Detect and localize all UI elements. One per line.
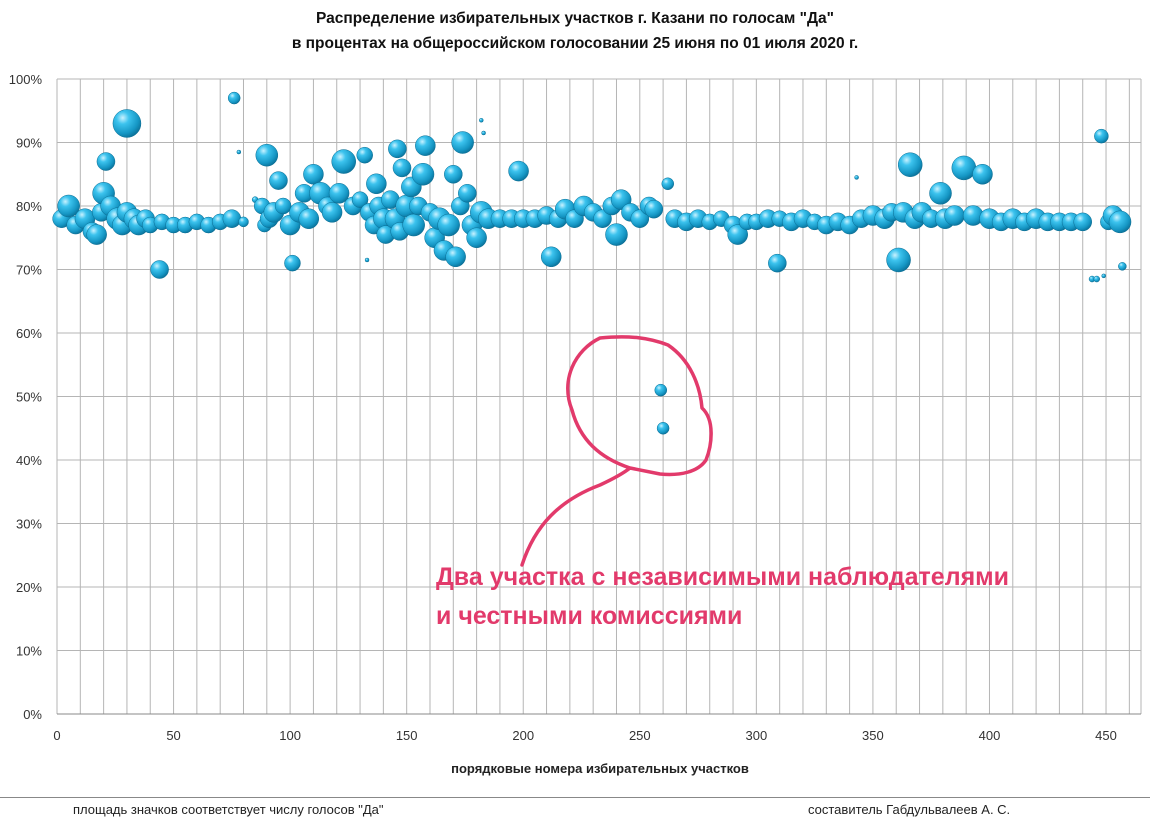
bubble-point [1101,273,1106,279]
footer-note: площадь значков соответствует числу голо… [73,802,384,817]
bubble-point [236,149,242,155]
bubble-point [458,184,477,203]
bubble-point [351,191,369,208]
y-tick-label: 70% [16,263,42,278]
bubble-point [854,175,859,180]
footer-divider [0,797,1150,798]
bubble-point [972,164,993,185]
bubble-point [768,253,787,273]
bubble-point [481,130,486,136]
y-axis-ticks: 0% 10% 20% 30% 40% 50% 60% 70% 80% 90% 100% [9,72,43,722]
y-tick-label: 10% [16,644,42,659]
bubble-point [96,152,116,171]
bubble-point [284,254,301,272]
y-tick-label: 90% [16,136,42,151]
bubble-point [392,158,412,178]
bubble-point [451,131,474,154]
bubble-point [269,171,288,190]
y-tick-label: 60% [16,326,42,341]
bubble-point [929,182,952,205]
bubble-point [437,213,460,237]
annotation-line-2: и честными комиссиями [436,602,743,630]
x-tick-label: 450 [1095,728,1117,743]
bubble-point [331,149,356,174]
plot-grid [56,78,1142,715]
chart-title-line-2: в процентах на общероссийском голосовани… [291,35,859,52]
x-axis-ticks: 0 50 100 150 200 250 300 350 400 450 [53,728,1117,743]
bubble-point [303,164,324,185]
x-tick-label: 150 [396,728,418,743]
bubble-point [1073,212,1092,232]
bubble-point [605,223,628,246]
x-tick-label: 350 [862,728,884,743]
bubble-point [654,383,668,397]
bubble-point [402,213,425,237]
x-axis-label: порядковые номера избирательных участков [451,761,749,776]
bubble-point [112,109,142,138]
y-tick-label: 100% [9,72,43,87]
bubble-point [415,135,436,156]
bubble-point [593,209,612,228]
bubble-point [444,165,463,184]
x-tick-label: 100 [279,728,301,743]
bubble-point [1118,262,1127,271]
bubble-point [540,246,562,268]
bubble-point [222,209,242,228]
bubble-point [298,208,320,229]
bubble-point [57,194,80,218]
bubble-point [356,146,373,164]
bubble-series [52,91,1132,435]
x-tick-label: 400 [979,728,1001,743]
y-tick-label: 40% [16,453,42,468]
bubble-point [479,118,484,123]
y-tick-label: 0% [23,707,42,722]
bubble-point [508,160,529,182]
bubble-point [321,202,343,223]
bubble-point [1108,210,1132,234]
bubble-point [630,209,650,228]
x-tick-label: 300 [746,728,768,743]
bubble-point [364,257,370,263]
x-tick-label: 250 [629,728,651,743]
footer-author: составитель Габдульвалеев А. С. [808,802,1011,817]
bubble-point [466,227,487,248]
bubble-point [656,422,670,435]
bubble-point [445,246,466,268]
bubble-point [951,155,977,181]
bubble-point [227,91,241,105]
bubble-point [727,224,748,245]
x-tick-label: 200 [512,728,534,743]
annotation-line-1: Два участка с независимыми наблюдателями [436,563,1010,591]
bubble-point [661,177,675,191]
bubble-point [411,163,435,186]
bubble-point [897,152,923,177]
bubble-point [328,183,350,204]
y-tick-label: 20% [16,580,42,595]
bubble-point [1093,275,1100,283]
bubble-point [1094,128,1109,144]
bubble-point [86,224,107,245]
x-tick-label: 0 [53,728,60,743]
bubble-point [238,216,249,228]
bubble-point [388,139,407,159]
annotation-circle [520,335,713,567]
y-tick-label: 30% [16,517,42,532]
y-tick-label: 50% [16,390,42,405]
bubble-point [886,247,911,273]
bubble-point [150,260,169,279]
bubble-point [255,143,279,167]
x-tick-label: 50 [166,728,180,743]
bubble-point [944,205,965,226]
bubble-point [274,197,292,215]
y-tick-label: 80% [16,199,42,214]
bubble-point [644,199,664,219]
chart-title-line-1: Распределение избирательных участков г. … [315,10,835,27]
bubble-point [366,173,387,195]
